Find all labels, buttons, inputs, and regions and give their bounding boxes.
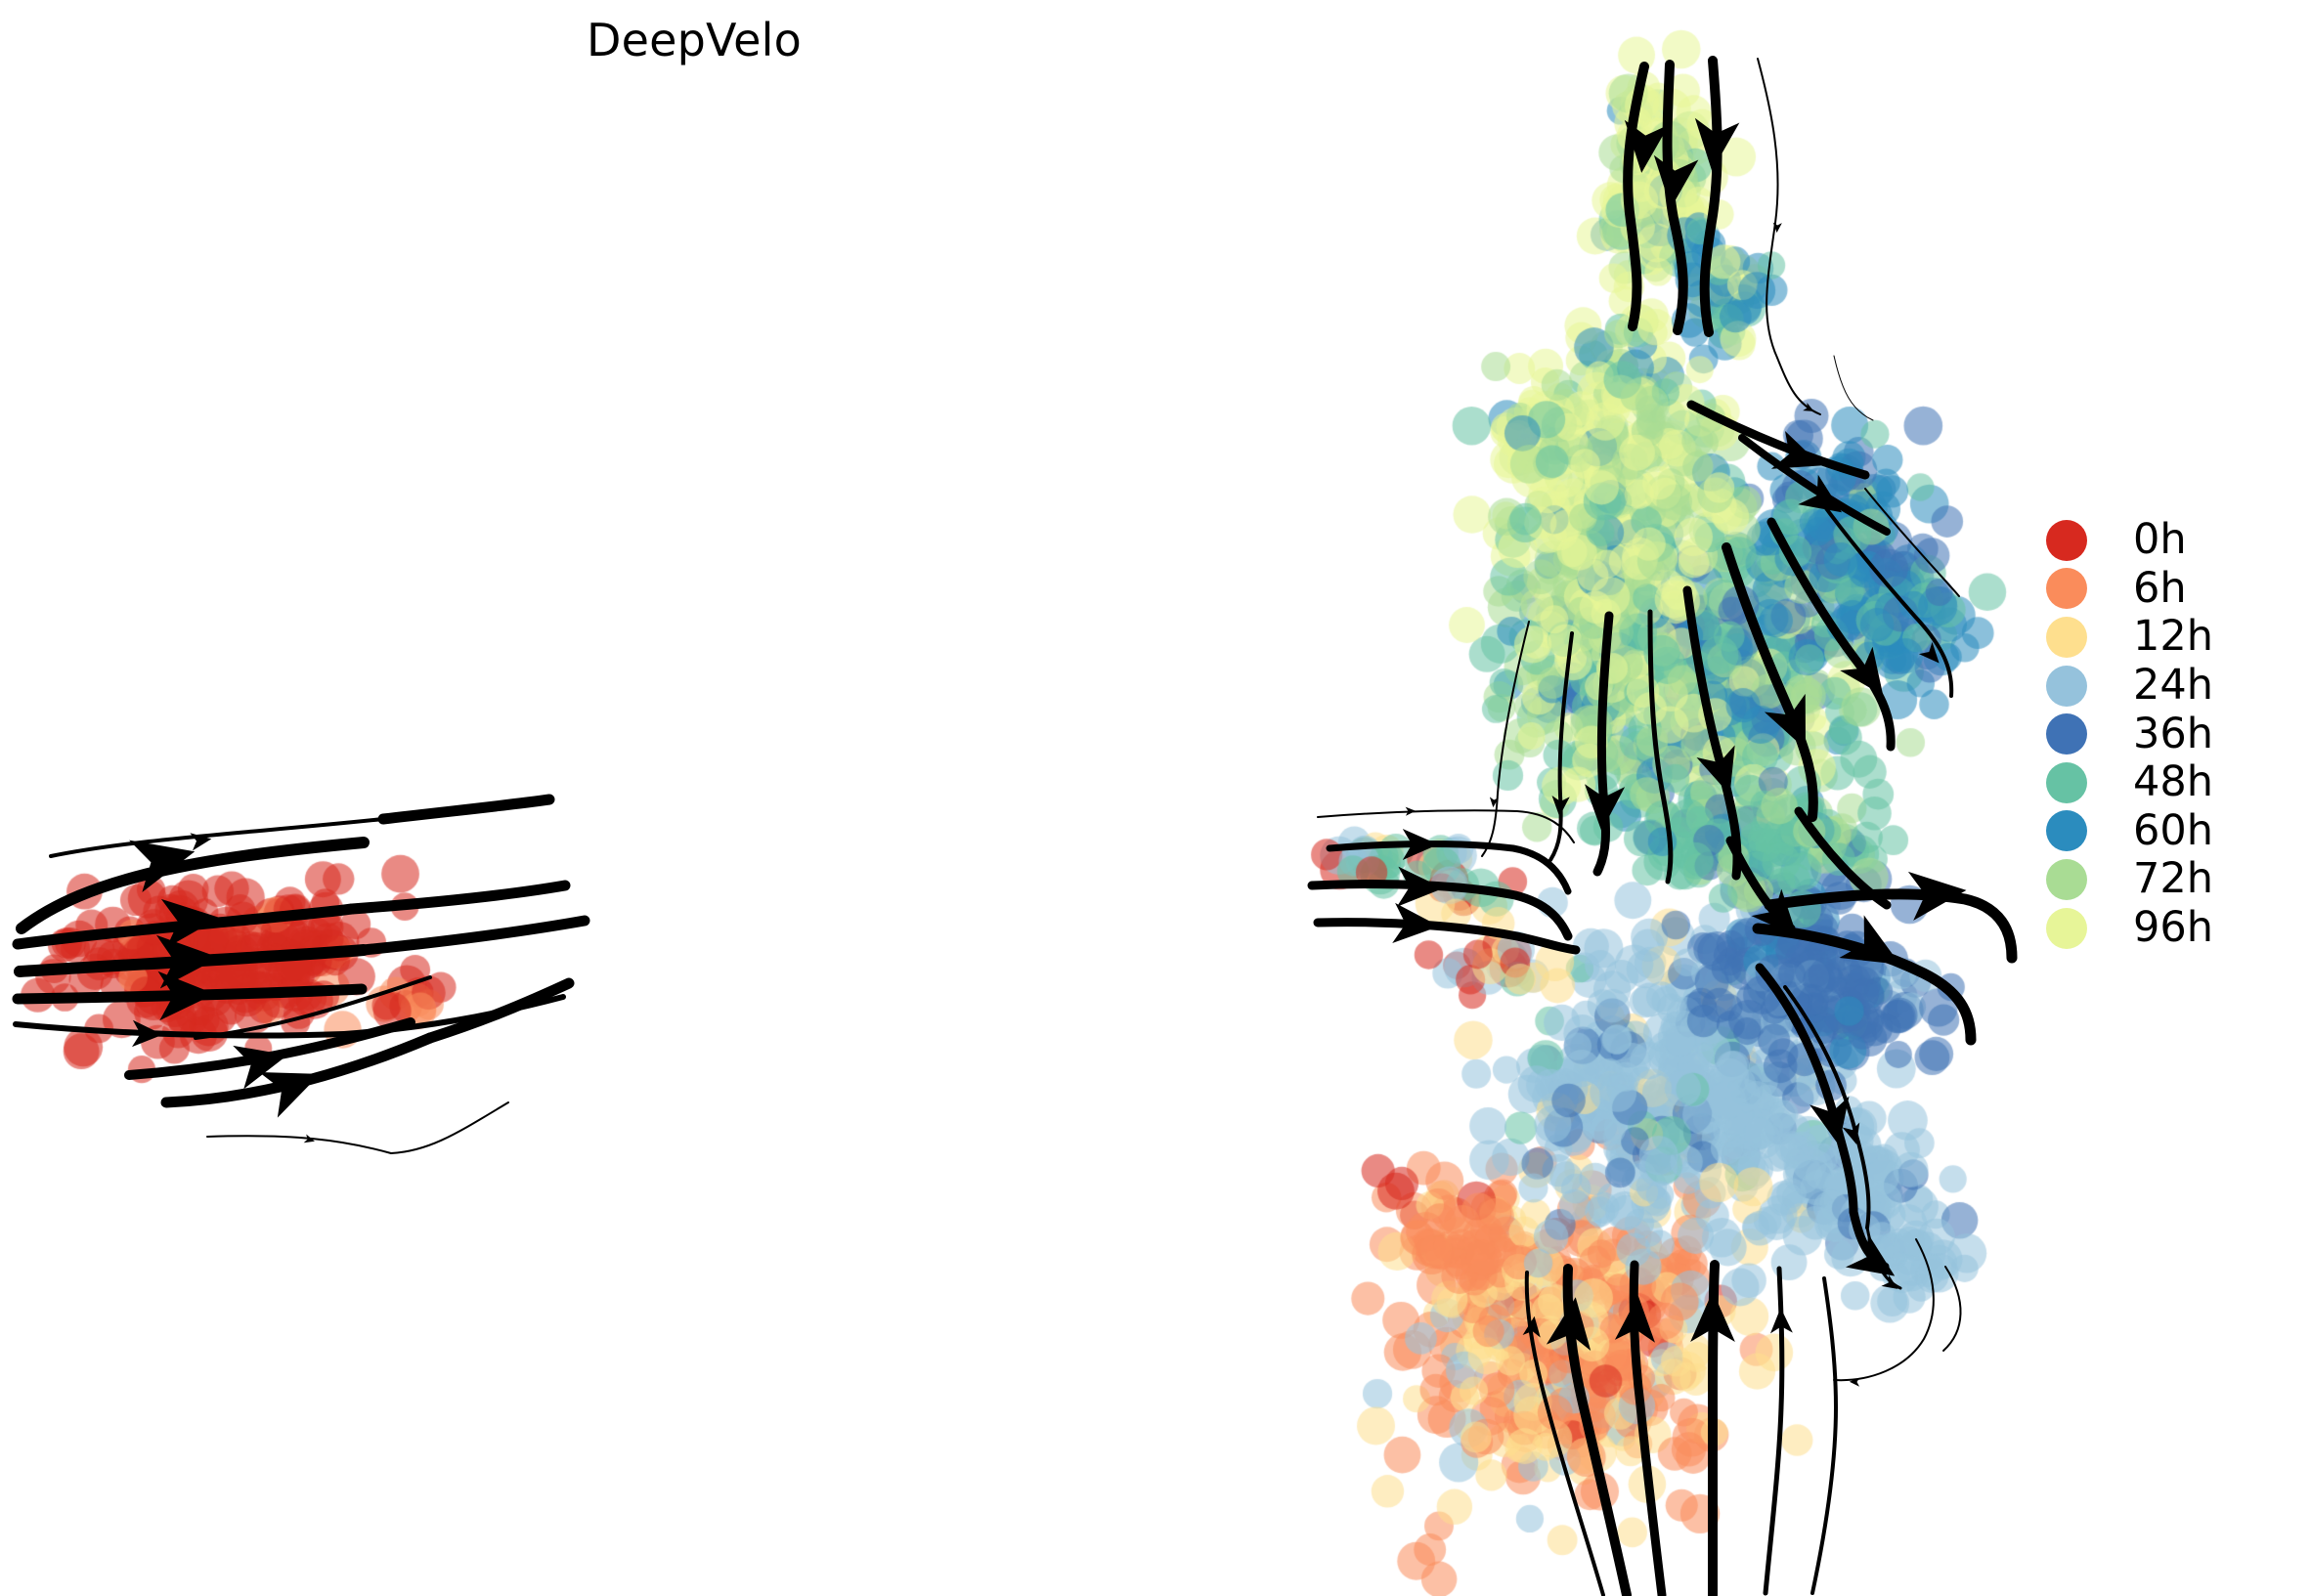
legend-label-24h: 24h — [2133, 661, 2213, 711]
streamline-arrow — [1881, 1274, 1898, 1289]
streamline — [1776, 357, 1821, 415]
streamline — [12, 903, 358, 950]
streamline-arrow — [1751, 888, 1798, 937]
legend-swatch-12h — [2046, 616, 2087, 658]
streamline-arrow — [1918, 641, 1940, 664]
legend-label-36h: 36h — [2133, 709, 2213, 758]
streamline — [1682, 585, 1742, 881]
streamline — [1699, 56, 1722, 337]
streamline — [1562, 1264, 1632, 1596]
streamline — [1524, 1271, 1605, 1596]
legend-item-24h[interactable]: 24h — [2038, 662, 2302, 711]
legend-item-60h[interactable]: 60h — [2038, 807, 2302, 856]
streamline — [1810, 1276, 1839, 1595]
streamline — [1833, 1238, 1935, 1382]
legend-label-0h: 0h — [2133, 515, 2187, 565]
legend-swatch-48h — [2046, 761, 2087, 803]
legend-swatch-24h — [2046, 665, 2087, 707]
streamline — [1833, 355, 1874, 421]
legend-label-6h: 6h — [2133, 563, 2187, 613]
streamline — [194, 975, 432, 1040]
streamline-arrow — [1798, 474, 1843, 513]
streamline — [1738, 434, 1891, 536]
streamline-arrow — [1839, 915, 1900, 965]
streamline — [1481, 621, 1530, 857]
streamline — [1592, 611, 1614, 877]
streamline — [1864, 488, 1960, 597]
streamline — [1757, 58, 1779, 359]
legend-swatch-0h — [2046, 519, 2087, 561]
legend-item-48h[interactable]: 48h — [2038, 758, 2302, 807]
streamline — [358, 915, 590, 956]
streamline — [1313, 918, 1581, 955]
streamline — [13, 1021, 347, 1039]
legend-swatch-6h — [2046, 568, 2087, 610]
streamline — [1763, 1266, 1785, 1596]
legend-item-12h[interactable]: 12h — [2038, 613, 2302, 662]
streamline — [346, 880, 571, 915]
legend-label-48h: 48h — [2133, 757, 2213, 807]
streamline — [1307, 879, 1573, 941]
legend-item-72h[interactable]: 72h — [2038, 855, 2302, 904]
legend-item-96h[interactable]: 96h — [2038, 904, 2302, 953]
streamline — [1647, 609, 1674, 884]
streamline — [1942, 1266, 1962, 1352]
legend-item-6h[interactable]: 6h — [2038, 565, 2302, 614]
legend-label-96h: 96h — [2133, 903, 2213, 953]
streamline — [1722, 542, 1818, 822]
streamline — [390, 1101, 509, 1154]
streamline — [1623, 62, 1649, 331]
streamline — [424, 977, 575, 1044]
streamline — [1548, 631, 1574, 862]
streamline — [206, 1135, 392, 1154]
streamline-arrow — [1840, 646, 1884, 696]
streamline — [1629, 1260, 1667, 1596]
legend-swatch-96h — [2046, 907, 2087, 949]
legend-label-12h: 12h — [2133, 612, 2213, 662]
streamline — [1755, 963, 1858, 1217]
legend-swatch-72h — [2046, 858, 2087, 900]
streamline — [1317, 809, 1575, 843]
legend-item-0h[interactable]: 0h — [2038, 516, 2302, 565]
streamline-arrow — [1845, 1233, 1896, 1276]
streamline — [1818, 498, 1954, 698]
streamline — [1662, 60, 1688, 335]
legend-label-60h: 60h — [2133, 805, 2213, 855]
streamline — [377, 794, 555, 825]
streamline — [1326, 841, 1572, 895]
legend-label-72h: 72h — [2133, 854, 2213, 904]
streamline — [1752, 923, 1977, 1046]
legend-item-36h[interactable]: 36h — [2038, 710, 2302, 758]
legend-swatch-60h — [2046, 810, 2087, 852]
legend-swatch-36h — [2046, 713, 2087, 755]
legend: 0h 6h 12h 24h 36h 48h 60h 72h 96h — [2038, 516, 2302, 952]
